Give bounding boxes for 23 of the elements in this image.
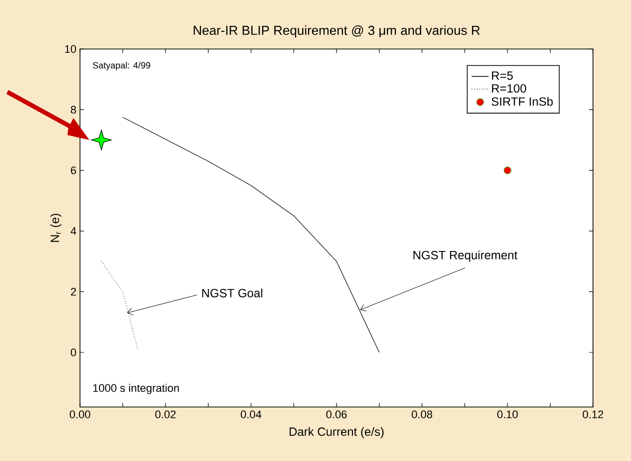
x-axis-title: Dark Current (e/s) [290, 427, 384, 438]
y-axis-title: N$_{r}$ (e) [50, 214, 62, 242]
x-tick-label: 0.08 [412, 410, 432, 418]
chart-title: Near-IR BLIP Requirement @ 3 μm and various R [194, 25, 480, 38]
x-tick-label: 0.10 [497, 410, 518, 418]
annotation: 1000 s integration [93, 384, 179, 394]
annotation: NGST Requirement [414, 250, 518, 262]
x-tick-label: 0.02 [155, 410, 176, 418]
legend-label: R=100 [492, 84, 526, 93]
y-tick-label: 4 [70, 227, 76, 235]
y-tick-label: 0 [70, 348, 76, 356]
x-tick-label: 0.00 [70, 410, 90, 418]
y-tick-label: 8 [70, 106, 76, 114]
x-tick-label: 0.04 [240, 410, 262, 418]
legend-label: R=5 [492, 71, 513, 80]
x-tick-label: 0.12 [582, 410, 604, 418]
x-tick-label: 0.06 [326, 410, 347, 418]
y-tick-label: 2 [70, 288, 76, 296]
y-tick-label: 10 [65, 45, 76, 53]
annotation: NGST Goal [202, 288, 262, 298]
legend-label: SIRTF InSb [492, 97, 553, 106]
y-tick-label: 6 [70, 166, 76, 174]
annotation: Satyapal: 4/99 [92, 62, 150, 70]
